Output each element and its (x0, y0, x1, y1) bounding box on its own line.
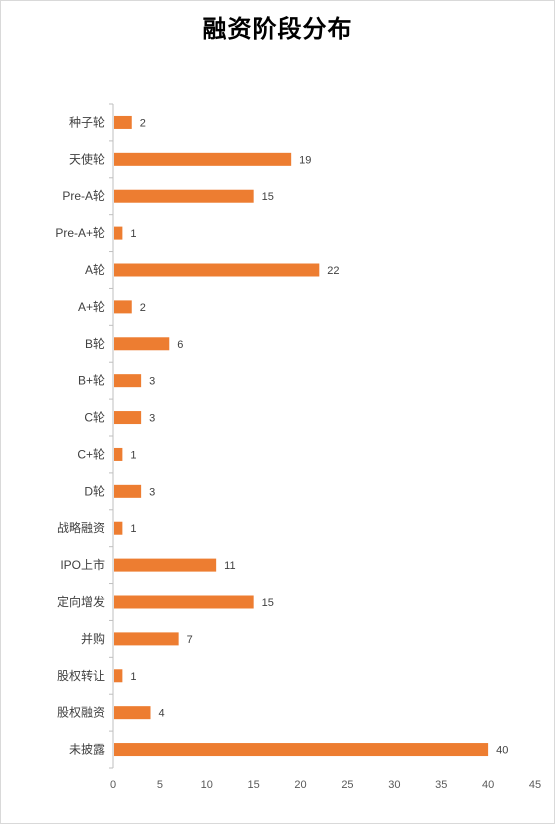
category-label: 未披露 (69, 743, 105, 757)
bar (114, 743, 489, 757)
category-label: C轮 (84, 411, 105, 425)
x-tick-label: 15 (248, 779, 260, 791)
bar (114, 632, 179, 646)
x-tick-label: 35 (435, 779, 447, 791)
bar (114, 558, 217, 572)
category-label: 种子轮 (69, 115, 105, 129)
bar (114, 115, 132, 129)
bar (114, 669, 123, 683)
bar (114, 226, 123, 240)
category-label: 并购 (81, 631, 105, 646)
data-label: 11 (224, 560, 235, 572)
data-label: 6 (177, 339, 183, 351)
category-label: B轮 (85, 337, 105, 351)
category-label: 定向增发 (57, 594, 105, 609)
category-label: 股权转让 (57, 668, 105, 683)
bar (114, 411, 142, 425)
x-tick-label: 45 (529, 779, 541, 791)
data-label: 7 (187, 634, 193, 646)
category-label: 战略融资 (57, 520, 105, 535)
category-label: D轮 (84, 484, 105, 498)
x-tick-label: 40 (482, 779, 494, 791)
data-label: 3 (149, 376, 155, 388)
data-label: 2 (140, 117, 146, 129)
category-label: B+轮 (78, 374, 105, 388)
data-label: 4 (159, 708, 165, 720)
data-label: 1 (130, 228, 136, 240)
data-label: 15 (262, 597, 274, 609)
bar (114, 300, 132, 314)
category-label: 股权融资 (57, 706, 105, 720)
data-label: 1 (130, 523, 136, 535)
category-label: IPO上市 (60, 557, 105, 572)
category-label: A轮 (85, 263, 105, 277)
data-label: 15 (262, 191, 274, 203)
bar (114, 374, 142, 388)
x-tick-label: 0 (110, 779, 116, 791)
bar (114, 521, 123, 535)
category-label: Pre-A+轮 (55, 226, 105, 240)
category-label: C+轮 (77, 447, 105, 461)
bar (114, 484, 142, 498)
bar (114, 189, 254, 203)
chart-title: 融资阶段分布 (202, 14, 353, 43)
category-label: 天使轮 (69, 151, 105, 166)
x-tick-label: 30 (388, 779, 400, 791)
x-tick-label: 10 (201, 779, 213, 791)
bar (114, 337, 170, 351)
category-label: A+轮 (78, 300, 105, 314)
data-label: 22 (327, 265, 339, 277)
bar (114, 447, 123, 461)
bar (114, 595, 254, 609)
category-label: Pre-A轮 (62, 189, 105, 203)
data-label: 3 (149, 486, 155, 498)
data-label: 40 (496, 745, 508, 757)
x-tick-label: 25 (341, 779, 353, 791)
data-label: 3 (149, 413, 155, 425)
bar (114, 263, 320, 277)
data-label: 2 (140, 302, 146, 314)
data-label: 19 (299, 154, 311, 166)
bar (114, 706, 151, 720)
bar (114, 152, 292, 166)
x-tick-label: 5 (157, 779, 163, 791)
data-label: 1 (130, 449, 136, 461)
data-label: 1 (130, 671, 136, 683)
x-tick-label: 20 (294, 779, 306, 791)
